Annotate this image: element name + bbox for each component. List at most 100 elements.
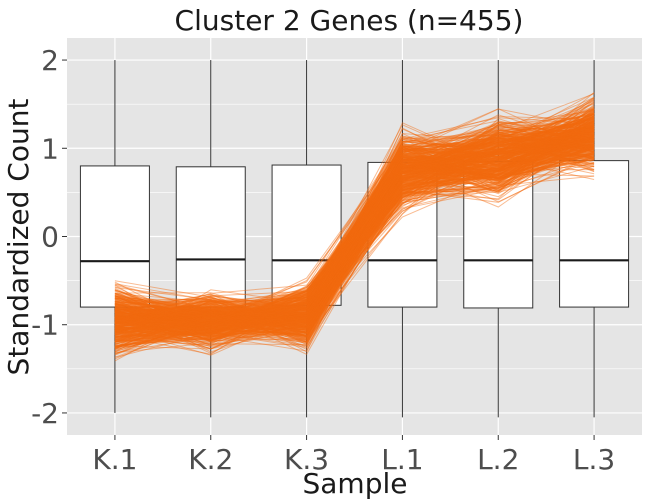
gene-profile-line [114, 115, 595, 326]
gene-profile-line [114, 116, 595, 342]
box [463, 161, 534, 309]
gene-profile-line [114, 127, 595, 335]
gene-profile-line [114, 140, 595, 350]
gene-profile-line [114, 152, 595, 338]
gene-profile-line [114, 147, 595, 312]
gene-profile-line [114, 128, 595, 330]
gene-profile-line [114, 139, 595, 319]
gene-profile-line [114, 136, 595, 339]
gene-profile-line [114, 101, 595, 328]
gene-profile-line [114, 130, 595, 324]
boxplot [175, 60, 246, 418]
gene-profile-line [114, 132, 595, 339]
gene-profile-line [114, 133, 595, 340]
gene-profile-line [114, 146, 595, 334]
gene-profile-line [114, 154, 595, 351]
gene-profile-line [114, 121, 595, 328]
gene-profile-line [114, 128, 595, 345]
gene-profile-line [114, 137, 595, 329]
x-tick-label: L.3 [573, 443, 615, 476]
gene-profile-line [114, 136, 595, 340]
gene-profile-line [114, 118, 595, 336]
gene-profile-line [114, 144, 595, 335]
gene-profile-line [114, 138, 595, 335]
gene-profile-line [114, 107, 595, 330]
gene-profile-line [114, 129, 595, 323]
boxplot [559, 60, 630, 418]
gene-profile-line [114, 143, 595, 345]
gene-profile-line [114, 159, 595, 322]
gene-profile-line [114, 136, 595, 317]
gene-profile-line [114, 139, 595, 319]
gene-profile-line [114, 108, 595, 355]
gene-profile-line [114, 140, 595, 314]
gene-profile-line [114, 128, 595, 330]
gene-profile-line [114, 117, 595, 349]
gene-profile-line [114, 138, 595, 342]
gene-profile-line [114, 123, 595, 324]
gene-profile-line [114, 157, 595, 331]
gene-profile-line [114, 122, 595, 347]
gene-profile-line [114, 139, 595, 350]
gene-profile-line [114, 125, 595, 342]
gene-profile-line [114, 153, 595, 319]
gene-profile-line [114, 141, 595, 336]
gene-profile-line [114, 135, 595, 335]
gene-profile-line [114, 116, 595, 329]
gene-profile-line [114, 136, 595, 355]
gene-profile-line [114, 123, 595, 358]
gene-profile-line [114, 136, 595, 328]
gene-profile-line [114, 148, 595, 324]
x-axis-title: Sample [303, 467, 408, 500]
gene-profile-line [114, 150, 595, 323]
gene-profile-line [114, 150, 595, 348]
gene-profile-line [114, 140, 595, 339]
gene-profile-line [114, 126, 595, 323]
gene-profile-line [114, 128, 595, 347]
gene-profile-line [114, 131, 595, 330]
gene-profile-line [114, 111, 595, 324]
gene-profile-line [114, 115, 595, 333]
gene-profile-line [114, 120, 595, 325]
gene-profile-line [114, 107, 595, 329]
gene-profile-line [114, 115, 595, 333]
gene-profile-line [114, 131, 595, 325]
gene-profile-line [114, 151, 595, 322]
gene-profile-line [114, 137, 595, 336]
gene-profile-line [114, 153, 595, 344]
gene-profile-line [114, 142, 595, 331]
gene-profile-line [114, 125, 595, 333]
gene-profile-line [114, 127, 595, 330]
gene-profile-line [114, 124, 595, 329]
gene-profile-line [114, 117, 595, 338]
gene-profile-line [114, 123, 595, 350]
gene-profile-line [114, 151, 595, 315]
gene-profile-line [114, 108, 595, 327]
gene-profile-line [114, 127, 595, 324]
gene-profile-line [114, 135, 595, 349]
gene-profile-line [114, 126, 595, 321]
gene-profile-line [114, 138, 595, 343]
gene-profile-line [114, 115, 595, 332]
gene-profile-line [114, 97, 595, 338]
gene-profile-line [114, 144, 595, 329]
gene-profile-line [114, 131, 595, 350]
gene-profile-line [114, 136, 595, 325]
gene-profile-line [114, 129, 595, 319]
gene-profile-line [114, 131, 595, 317]
gene-profile-line [114, 155, 595, 329]
gene-profile-line [114, 125, 595, 325]
gene-profile-line [114, 143, 595, 326]
gene-profile-line [114, 159, 595, 317]
gene-profile-line [114, 131, 595, 332]
gene-profile-line [114, 140, 595, 329]
gene-profile-line [114, 137, 595, 342]
gene-profile-line [114, 151, 595, 337]
gene-profile-line [114, 135, 595, 326]
gene-profile-line [114, 96, 595, 319]
gene-profile-line [114, 156, 595, 332]
gene-profile-line [114, 137, 595, 326]
gene-profile-line [114, 127, 595, 348]
gene-profile-line [114, 147, 595, 322]
gene-profile-line [114, 116, 595, 343]
